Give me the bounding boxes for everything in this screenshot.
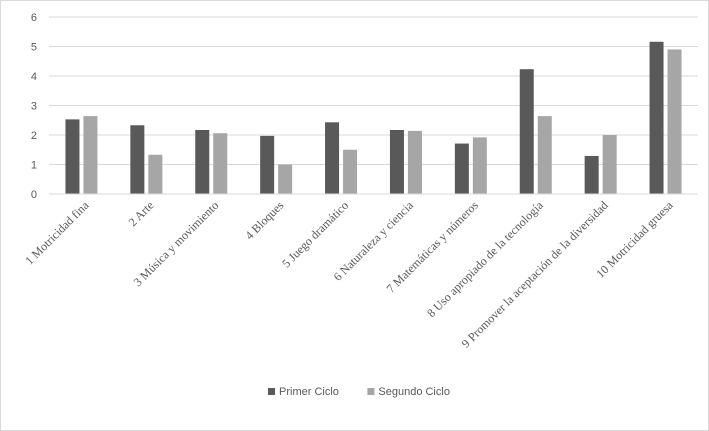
bar xyxy=(454,143,469,194)
category-label: 1 Motricidad fina xyxy=(22,198,92,268)
y-tick-label: 1 xyxy=(31,160,37,172)
y-tick-label: 4 xyxy=(31,71,37,83)
category-label: 9 Promover la aceptación de la diversida… xyxy=(459,198,611,350)
bar xyxy=(148,154,163,194)
legend-label: Segundo Ciclo xyxy=(378,386,450,398)
bar xyxy=(65,119,80,194)
bar xyxy=(195,129,210,194)
bar xyxy=(213,133,228,194)
gridlines xyxy=(49,16,698,165)
y-tick-label: 2 xyxy=(31,130,37,142)
bars xyxy=(65,41,682,195)
bar xyxy=(83,116,98,194)
bar xyxy=(649,41,664,194)
bar xyxy=(407,130,422,194)
bar xyxy=(519,69,534,194)
legend-label: Primer Ciclo xyxy=(279,386,339,398)
bar xyxy=(602,135,617,194)
bar xyxy=(667,49,682,195)
bar xyxy=(472,137,487,194)
legend-swatch xyxy=(367,388,375,395)
bar xyxy=(584,155,599,194)
bar xyxy=(343,149,358,194)
bar xyxy=(130,125,145,194)
y-tick-label: 3 xyxy=(31,101,37,113)
bar xyxy=(278,164,293,194)
bar xyxy=(260,135,275,194)
legend-swatch xyxy=(268,388,275,395)
y-tick-label: 6 xyxy=(31,12,37,24)
y-axis-ticks: 0 1 2 3 4 5 6 xyxy=(31,12,37,201)
y-tick-label: 0 xyxy=(31,189,37,201)
legend: Primer Ciclo Segundo Ciclo xyxy=(268,386,450,398)
y-tick-label: 5 xyxy=(31,42,37,54)
category-label: 5 Juego dramático xyxy=(279,198,351,270)
category-label: 4 Bloques xyxy=(242,198,286,242)
bar xyxy=(537,116,552,194)
category-label: 2 Arte xyxy=(126,198,157,229)
category-label: 8 Uso apropiado de la tecnología xyxy=(424,198,546,320)
bar xyxy=(389,129,404,194)
bar xyxy=(325,122,340,194)
